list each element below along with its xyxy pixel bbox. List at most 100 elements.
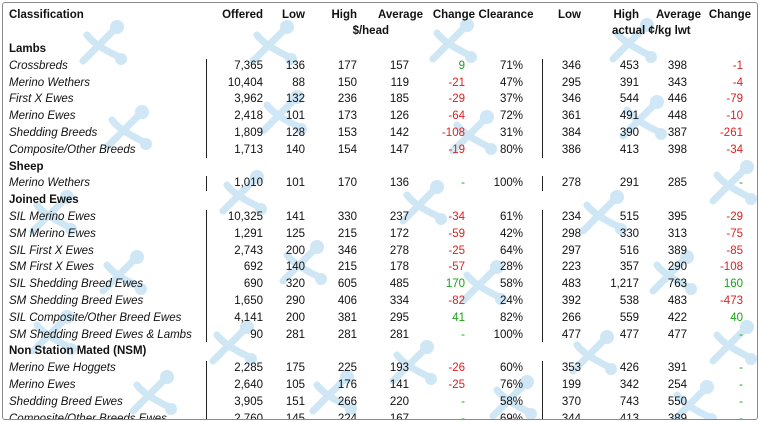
- cell-chg: 9: [458, 59, 465, 72]
- cell-low: 281: [285, 328, 305, 341]
- cell-chg: 170: [445, 278, 465, 291]
- cell-low2: 298: [561, 227, 581, 240]
- cell-high: 605: [337, 278, 357, 291]
- cell-avg2: 290: [667, 261, 687, 274]
- cell-chg2: -: [739, 379, 743, 391]
- cell-clear: 100%: [493, 177, 523, 190]
- cell-low2: 234: [561, 211, 581, 223]
- cell-clear: 42%: [499, 227, 523, 240]
- cell-clear: 82%: [499, 311, 523, 324]
- cell-high2: 1,217: [610, 278, 639, 291]
- cell-chg: -21: [448, 76, 465, 89]
- cell-chg2: -: [739, 328, 743, 341]
- cell-low2: 477: [561, 328, 581, 341]
- table-row: SIL Composite/Other Breed Ewes 4,141 200 38…: [3, 310, 757, 327]
- cell-avg2: 387: [667, 127, 687, 139]
- cell-chg2: -29: [726, 211, 743, 223]
- cell-avg2: 313: [667, 227, 687, 240]
- section-title: Non Station Mated (NSM): [9, 345, 147, 358]
- cell-avg: 147: [389, 143, 409, 156]
- header-average-kg: Average: [656, 9, 701, 21]
- header-row: Classification Offered Low High Average …: [3, 7, 757, 24]
- column-divider: [206, 58, 207, 158]
- row-classification: Merino Ewes: [9, 110, 76, 123]
- cell-low: 88: [292, 76, 305, 89]
- row-classification: Merino Ewes: [9, 379, 76, 391]
- cell-avg: 220: [389, 395, 409, 408]
- column-divider: [206, 176, 207, 192]
- table-row: Composite/Other Breeds Ewes 2,760 145 224 16…: [3, 411, 757, 420]
- cell-clear: 24%: [499, 295, 523, 307]
- cell-offered: 1,713: [234, 143, 263, 156]
- cell-clear: 58%: [499, 278, 523, 291]
- cell-low: 140: [285, 143, 305, 156]
- cell-chg: -: [461, 177, 465, 190]
- cell-avg: 185: [389, 93, 409, 106]
- cell-low2: 344: [561, 412, 581, 420]
- cell-low: 290: [285, 295, 305, 307]
- table-row: SIL First X Ewes 2,743 200 346 278 -25 64% 297 5…: [3, 243, 757, 260]
- section-title: Sheep: [9, 160, 44, 173]
- column-divider: [542, 176, 543, 192]
- row-classification: Merino Ewe Hoggets: [9, 362, 116, 375]
- table-row: Shedding Breeds 1,809 128 153 142 -108 31% 384 3…: [3, 125, 757, 142]
- cell-avg: 334: [389, 295, 409, 307]
- cell-avg2: 395: [667, 211, 687, 223]
- cell-offered: 1,809: [234, 127, 263, 139]
- cell-low: 128: [285, 127, 305, 139]
- cell-chg2: -85: [726, 244, 743, 257]
- cell-avg: 172: [389, 227, 409, 240]
- cell-chg2: -4: [732, 76, 743, 89]
- table-row: Merino Ewes 2,418 101 173 126 -64 72% 361 491 448…: [3, 108, 757, 125]
- cell-high: 176: [337, 379, 357, 391]
- cell-offered: 692: [243, 261, 263, 274]
- cell-low2: 295: [561, 76, 581, 89]
- cell-avg: 126: [389, 110, 409, 123]
- cell-avg2: 285: [667, 177, 687, 190]
- table-row: Merino Wethers 1,010 101 170 136 - 100% 278 291 2…: [3, 175, 757, 192]
- cell-low2: 297: [561, 244, 581, 257]
- cell-low2: 386: [561, 143, 581, 156]
- cell-low2: 392: [561, 295, 581, 307]
- section-header-row: Sheep: [3, 159, 757, 176]
- cell-high2: 391: [619, 76, 639, 89]
- cell-high: 381: [337, 311, 357, 324]
- cell-high: 266: [337, 395, 357, 408]
- cell-low2: 266: [561, 311, 581, 324]
- cell-clear: 47%: [499, 76, 523, 89]
- column-divider: [206, 210, 207, 343]
- cell-chg: -26: [448, 362, 465, 375]
- cell-low2: 278: [561, 177, 581, 190]
- cell-chg2: 40: [730, 311, 743, 324]
- cell-low2: 384: [561, 127, 581, 139]
- cell-offered: 10,404: [227, 76, 263, 89]
- cell-avg: 136: [389, 177, 409, 190]
- cell-avg2: 391: [667, 362, 687, 375]
- cell-low: 320: [285, 278, 305, 291]
- cell-clear: 28%: [499, 261, 523, 274]
- cell-chg2: -79: [726, 93, 743, 106]
- cell-avg2: 448: [667, 110, 687, 123]
- cell-chg: -59: [448, 227, 465, 240]
- row-classification: Composite/Other Breeds Ewes: [9, 412, 167, 420]
- row-classification: Merino Wethers: [9, 177, 90, 190]
- header-offered: Offered: [222, 9, 263, 21]
- cell-clear: 71%: [499, 59, 523, 72]
- header-high-kg: High: [613, 9, 639, 21]
- cell-chg: -57: [448, 261, 465, 274]
- column-divider: [542, 361, 543, 419]
- cell-high2: 491: [619, 110, 639, 123]
- cell-clear: 61%: [499, 211, 523, 223]
- cell-high2: 426: [619, 362, 639, 375]
- cell-avg2: 343: [667, 76, 687, 89]
- header-average: Average: [378, 9, 423, 21]
- cell-chg2: -108: [719, 261, 743, 274]
- header-high: High: [331, 9, 357, 21]
- cell-high2: 515: [619, 211, 639, 223]
- header-low: Low: [282, 9, 305, 21]
- cell-chg: 41: [452, 311, 465, 324]
- cell-low2: 483: [561, 278, 581, 291]
- cell-low: 145: [285, 412, 305, 420]
- cell-chg2: -: [739, 177, 743, 190]
- header-units-row: $/head actual ¢/kg lwt: [3, 23, 757, 40]
